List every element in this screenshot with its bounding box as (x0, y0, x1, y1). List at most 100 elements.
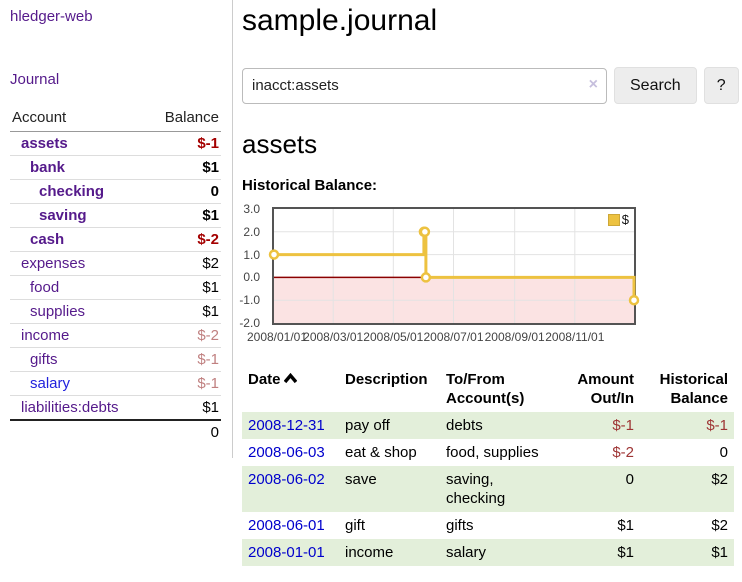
transaction-accounts: debts (446, 417, 483, 434)
register-table: Date Description To/From Account(s) Amou… (242, 366, 734, 566)
transaction-date-link[interactable]: 2008-01-01 (248, 544, 325, 561)
x-axis-tick-label: 2008/03/01 (303, 330, 364, 344)
register-header-accounts: To/From Account(s) (446, 371, 525, 407)
register-row: 2008-06-03 eat & shop food, supplies $-2 0 (242, 439, 734, 466)
account-balance: 0 (148, 179, 221, 204)
chart-legend: $ (606, 212, 630, 227)
account-row: salary $-1 (10, 371, 221, 396)
account-link-food[interactable]: food (30, 279, 60, 296)
page-title: sample.journal (242, 4, 438, 37)
register-header-amount: Amount Out/In (577, 371, 634, 407)
x-axis-tick-label: 2008/09/01 (484, 330, 545, 344)
register-row: 2008-06-02 save saving, checking 0 $2 (242, 466, 734, 512)
accounts-total-row: 0 (10, 419, 221, 444)
account-balance: $2 (148, 251, 221, 276)
transaction-balance: $2 (711, 517, 728, 534)
transaction-amount: $1 (617, 544, 634, 561)
transaction-accounts: salary (446, 544, 487, 561)
register-row: 2008-06-01 gift gifts $1 $2 (242, 512, 734, 539)
account-link-expenses[interactable]: expenses (21, 255, 86, 272)
account-balance: $1 (148, 203, 221, 228)
x-axis-tick-label: 2008/05/01 (363, 330, 424, 344)
y-axis-tick-label: 0.0 (243, 270, 260, 285)
chart-title: Historical Balance: (242, 177, 378, 194)
transaction-date-link[interactable]: 2008-06-03 (248, 444, 325, 461)
accounts-table: Account Balance assets $-1 bank $1 checking 0… (10, 107, 221, 444)
account-balance: $-1 (148, 371, 221, 396)
account-row: food $1 (10, 275, 221, 300)
account-link-cash[interactable]: cash (30, 231, 65, 248)
transaction-balance: $1 (711, 544, 728, 561)
register-row: 2008-12-31 pay off debts $-1 $-1 (242, 412, 734, 439)
transaction-balance: $2 (711, 471, 728, 488)
y-axis-tick-label: 1.0 (243, 247, 260, 262)
transaction-date-link[interactable]: 2008-06-01 (248, 517, 325, 534)
register-header-date[interactable]: Date (242, 366, 339, 412)
sort-ascending-icon (283, 372, 297, 384)
legend-swatch-icon (607, 213, 620, 226)
transaction-date-link[interactable]: 2008-12-31 (248, 417, 325, 434)
account-balance: $1 (148, 155, 221, 180)
account-link-gifts[interactable]: gifts (30, 351, 58, 368)
transaction-accounts: saving, checking (446, 471, 506, 507)
account-row: checking 0 (10, 179, 221, 204)
chart-plot-area: $ (268, 207, 640, 325)
account-row: bank $1 (10, 155, 221, 180)
y-axis-tick-label: -2.0 (239, 316, 260, 330)
clear-search-icon[interactable]: × (588, 75, 598, 93)
register-header-date-label: Date (248, 371, 281, 388)
register-row: 2008-01-01 income salary $1 $1 (242, 539, 734, 566)
account-link-salary[interactable]: salary (30, 375, 71, 392)
transaction-description: save (345, 471, 377, 488)
legend-label: $ (621, 212, 629, 227)
account-balance: $-2 (148, 323, 221, 348)
help-button[interactable]: ? (703, 67, 739, 104)
sidebar-item-journal[interactable]: Journal (10, 71, 60, 88)
account-row: expenses $2 (10, 251, 221, 276)
x-axis-tick-label: 2008/07/01 (423, 330, 484, 344)
accounts-total-spacer (10, 419, 149, 444)
y-axis-tick-label: 3.0 (243, 202, 260, 216)
search-input[interactable] (242, 67, 607, 104)
account-balance: $1 (148, 299, 221, 324)
transaction-accounts: gifts (446, 517, 474, 534)
transaction-description: eat & shop (345, 444, 417, 461)
accounts-total-value: 0 (148, 419, 221, 444)
account-link-checking[interactable]: checking (39, 183, 105, 200)
search-button[interactable]: Search (614, 67, 697, 104)
account-link-saving[interactable]: saving (39, 207, 87, 224)
account-row: supplies $1 (10, 299, 221, 324)
register-header-balance: Historical Balance (659, 371, 728, 407)
account-balance: $-2 (148, 227, 221, 252)
search-form: × Search ? (242, 67, 742, 104)
account-link-assets[interactable]: assets (21, 135, 68, 152)
account-row: assets $-1 (10, 132, 221, 156)
account-row: liabilities:debts $1 (10, 395, 221, 420)
y-axis-tick-label: 2.0 (243, 224, 260, 239)
account-link-liabilities-debts[interactable]: liabilities:debts (21, 399, 119, 416)
account-balance: $-1 (148, 347, 221, 372)
account-link-supplies[interactable]: supplies (30, 303, 86, 320)
account-link-bank[interactable]: bank (30, 159, 66, 176)
account-link-income[interactable]: income (21, 327, 70, 344)
transaction-amount: $1 (617, 517, 634, 534)
app-brand-link[interactable]: hledger-web (10, 8, 93, 25)
account-balance: $1 (148, 395, 221, 420)
transaction-amount: $-1 (612, 417, 634, 434)
accounts-table-header: Account Balance (10, 107, 221, 132)
transaction-balance: $-1 (706, 417, 728, 434)
register-header-description: Description (345, 371, 428, 388)
account-balance: $1 (148, 275, 221, 300)
accounts-header-account: Account (10, 107, 149, 132)
account-balance: $-1 (197, 135, 219, 152)
plot-svg (268, 209, 640, 323)
y-axis-tick-label: -1.0 (239, 293, 260, 308)
transaction-description: pay off (345, 417, 390, 434)
account-row: income $-2 (10, 323, 221, 348)
register-table-body: 2008-12-31 pay off debts $-1 $-1 2008-06-03 ea… (242, 412, 734, 566)
transaction-description: gift (345, 517, 366, 534)
transaction-date-link[interactable]: 2008-06-02 (248, 471, 325, 488)
sidebar: hledger-web Journal Account Balance asse… (0, 0, 233, 458)
search-box: × (242, 67, 607, 104)
transaction-balance: 0 (719, 444, 728, 461)
